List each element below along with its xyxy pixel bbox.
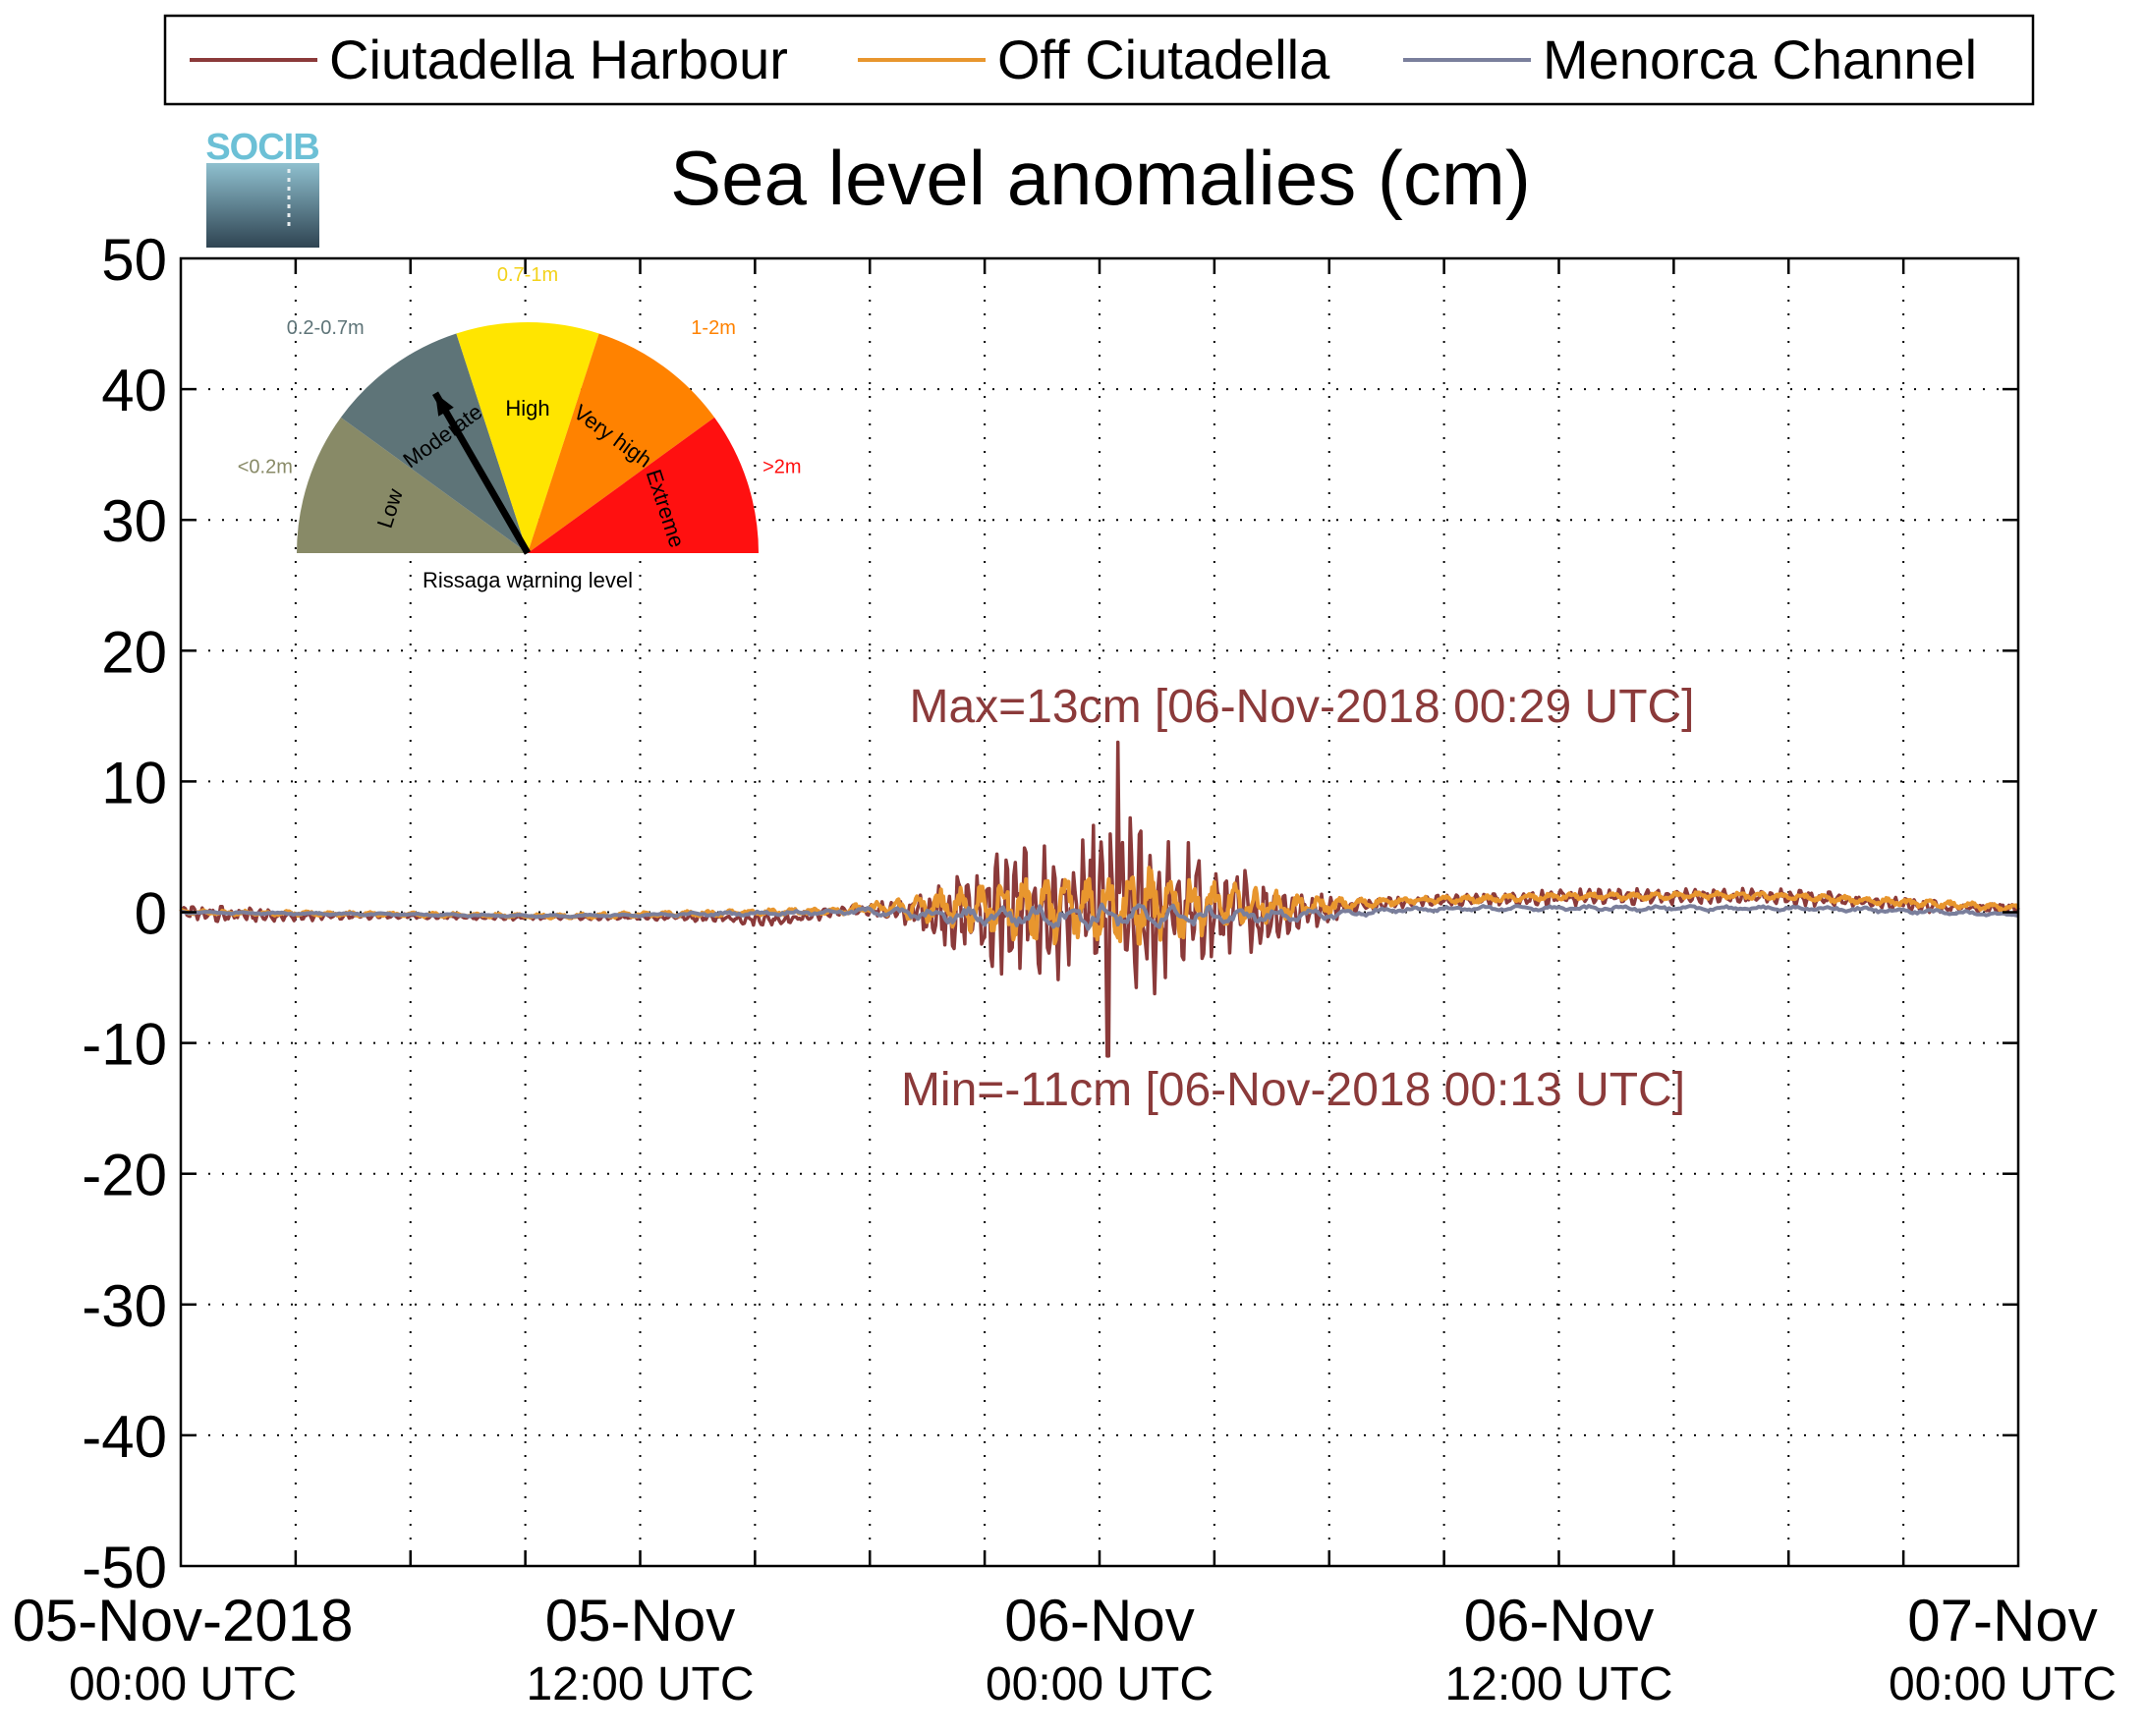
y-tick-label: 40: [101, 358, 167, 423]
y-tick-label: 0: [135, 881, 167, 947]
x-tick-label-time: 12:00 UTC: [1444, 1658, 1672, 1710]
gauge-needle: [431, 391, 532, 555]
gauge-segment-4: [528, 333, 715, 553]
y-tick-label: 30: [101, 488, 167, 554]
legend-box: [163, 14, 2035, 106]
annotation-min: Min=-11cm [06-Nov-2018 00:13 UTC]: [901, 1064, 1685, 1116]
y-tick-label: 10: [101, 750, 167, 815]
y-tick-label: -20: [82, 1143, 167, 1208]
annotation-max: Max=13cm [06-Nov-2018 00:29 UTC]: [909, 681, 1694, 733]
x-tick-label-time: 00:00 UTC: [986, 1658, 1214, 1710]
y-tick-label: 20: [101, 619, 167, 685]
gauge-range-1: <0.2m: [238, 457, 293, 478]
legend-label-1: Ciutadella Harbour: [329, 28, 788, 90]
logo-text: SOCIB: [205, 127, 318, 168]
y-tick-label: -10: [82, 1012, 167, 1078]
y-tick-label: -50: [82, 1535, 167, 1600]
gauge-range-5: >2m: [762, 457, 801, 478]
axis-ticks: [181, 258, 2018, 1566]
gauge-range-4: 1-2m: [691, 317, 736, 339]
chart-title: Sea level anomalies (cm): [670, 135, 1531, 221]
series-line-3: [180, 902, 2019, 931]
gauge-segment-1: [297, 417, 528, 553]
legend-label-2: Off Ciutadella: [997, 28, 1330, 90]
x-tick-label-date: 06-Nov: [1464, 1588, 1654, 1653]
gauge-range-2: 0.2-0.7m: [287, 317, 365, 339]
y-tick-label: -40: [82, 1404, 167, 1470]
x-tick-label-time: 12:00 UTC: [526, 1658, 754, 1710]
gauge-label-3: High: [505, 396, 549, 420]
gauge-range-3: 0.7-1m: [497, 264, 558, 286]
x-tick-label-time: 00:00 UTC: [1889, 1658, 2117, 1710]
legend: Ciutadella Harbour Off Ciutadella Menorca …: [163, 14, 2035, 106]
y-axis-tick-labels: 50 40 30 20 10 0 -10 -20 -30 -40 -50: [82, 227, 167, 1600]
y-tick-label: -30: [82, 1273, 167, 1339]
gauge-segment-5: [528, 417, 759, 553]
x-tick-label-date: 06-Nov: [1004, 1588, 1194, 1653]
gauge-needle-head: [435, 393, 454, 417]
x-tick-label-time: 00:00 UTC: [69, 1658, 297, 1710]
legend-label-3: Menorca Channel: [1543, 28, 1977, 90]
x-tick-label-date: 05-Nov: [545, 1588, 735, 1653]
plot-area: Max=13cm [06-Nov-2018 00:29 UTC] Min=-11c…: [179, 256, 2020, 1568]
gauge-segment-3: [456, 322, 599, 553]
gauge-segment-2: [340, 333, 528, 553]
x-tick-label-date: 07-Nov: [1907, 1588, 2097, 1653]
annotations: Max=13cm [06-Nov-2018 00:29 UTC] Min=-11c…: [901, 681, 1695, 1116]
x-tick-label-date: 05-Nov-2018: [13, 1588, 354, 1653]
gauge-title: Rissaga warning level: [423, 568, 633, 592]
socib-logo: SOCIB: [205, 127, 320, 248]
series-layer: [179, 740, 2020, 1058]
y-tick-label: 50: [101, 227, 167, 293]
logo-gradient-block: [206, 163, 319, 248]
